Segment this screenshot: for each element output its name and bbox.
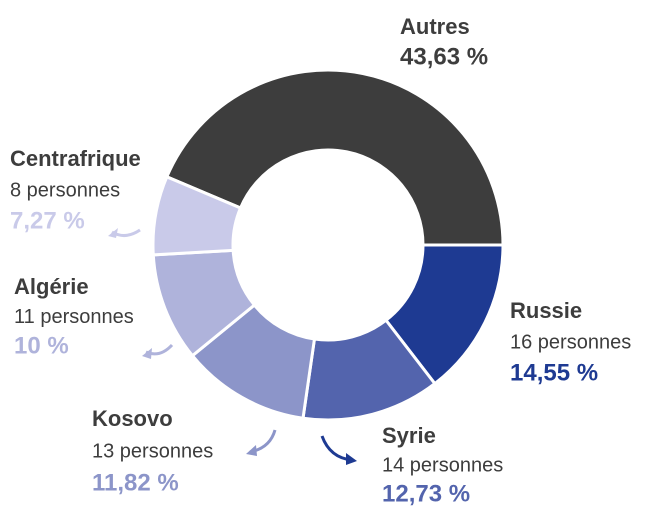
slice-name: Kosovo bbox=[92, 406, 173, 431]
slice-value-label: 12,73 % bbox=[382, 480, 470, 507]
slice-name: Algérie bbox=[14, 274, 89, 299]
slice-persons: 11 personnes bbox=[14, 306, 134, 328]
slice-value-label: 10 % bbox=[14, 332, 69, 359]
arrows bbox=[108, 228, 357, 465]
slice-name: Centrafrique bbox=[10, 146, 141, 171]
arrow-head bbox=[346, 453, 357, 465]
slice-value-label: 11,82 % bbox=[92, 469, 179, 496]
slice-name: Syrie bbox=[382, 423, 436, 448]
slice-value-label: 43,63 % bbox=[400, 43, 488, 70]
slice-name: Russie bbox=[510, 298, 582, 323]
slice-persons: 8 personnes bbox=[10, 179, 120, 201]
slice-value-label: 7,27 % bbox=[10, 207, 85, 234]
slice bbox=[164, 68, 505, 247]
arrow-head bbox=[108, 228, 118, 238]
arrow-head bbox=[142, 348, 152, 359]
slice-persons: 13 personnes bbox=[92, 440, 213, 462]
arrow-head bbox=[246, 445, 257, 456]
slice-name: Autres bbox=[400, 14, 470, 39]
slice-value-label: 14,55 % bbox=[510, 359, 598, 386]
slice-persons: 16 personnes bbox=[510, 331, 631, 353]
slice bbox=[151, 174, 243, 257]
slice-persons: 14 personnes bbox=[382, 454, 503, 476]
